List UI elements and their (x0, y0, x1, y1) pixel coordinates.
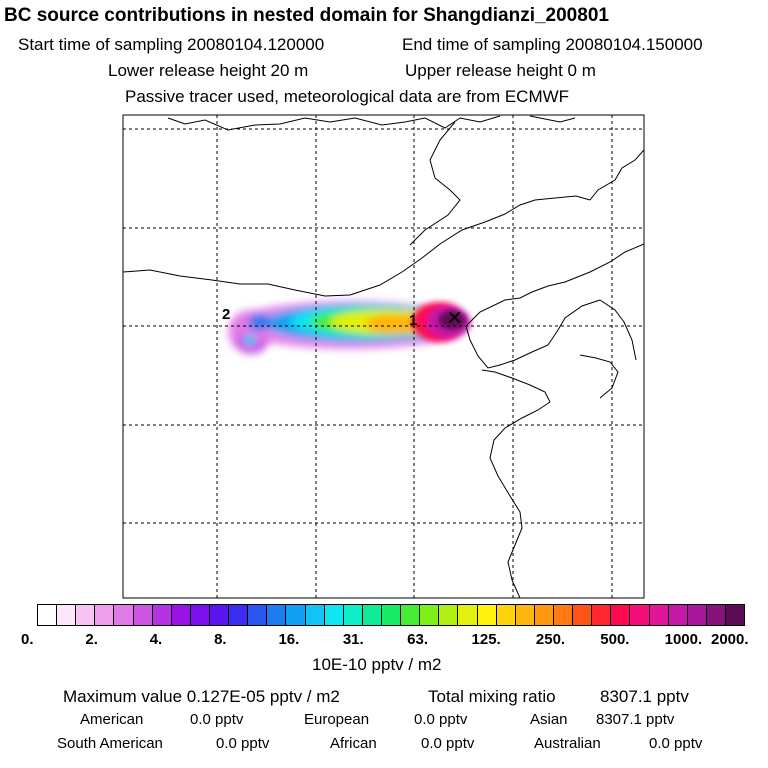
colorbar-tick-label: 63. (407, 631, 429, 648)
colorbar-units: 10E-10 pptv / m2 (312, 655, 442, 674)
asian-value: 8307.1 pptv (596, 711, 675, 728)
colorbar-segment (553, 605, 574, 625)
colorbar-segment (687, 605, 707, 625)
map-frame (122, 114, 645, 599)
colorbar-segment (95, 605, 115, 625)
colorbar-tick-label: 8. (214, 631, 227, 648)
coastline (123, 115, 644, 598)
african-value: 0.0 pptv (421, 735, 475, 752)
colorbar-segment (534, 605, 554, 625)
colorbar-segment (458, 605, 478, 625)
american-label: American (80, 711, 144, 728)
colorbar-tick-label: 31. (342, 631, 364, 648)
european-label: European (304, 711, 370, 728)
colorbar-segment (76, 605, 96, 625)
map-title: BC source contributions in nested domain… (4, 5, 609, 26)
plume-marker-1: 1 (409, 312, 417, 329)
lower-release-height-label: Lower release height 20 m (108, 61, 309, 80)
colorbar-tick-label: 250. (535, 631, 566, 648)
colorbar-segment (725, 605, 745, 625)
colorbar-segment (38, 605, 58, 625)
colorbar-segment (573, 605, 593, 625)
colorbar-tick-label: 2. (85, 631, 98, 648)
colorbar-segment (381, 605, 402, 625)
colorbar-tick-label: 125. (471, 631, 501, 648)
receptor-marker: × (447, 302, 462, 332)
colorbar-segment (630, 605, 650, 625)
african-label: African (330, 735, 377, 752)
australian-value: 0.0 pptv (649, 735, 703, 752)
colorbar-tick-label: 0. (21, 631, 34, 648)
colorbar-segment (209, 605, 230, 625)
colorbar-tick-label: 2000. (711, 631, 749, 648)
colorbar (37, 604, 745, 626)
tracer-note: Passive tracer used, meteorological data… (125, 87, 570, 106)
total-mixing-ratio-label: Total mixing ratio (428, 687, 556, 706)
colorbar-segment (668, 605, 688, 625)
maximum-value: Maximum value 0.127E-05 pptv / m2 (63, 687, 340, 706)
colorbar-segment (248, 605, 268, 625)
colorbar-segment (706, 605, 726, 625)
colorbar-segment (420, 605, 440, 625)
south-american-label: South American (57, 735, 163, 752)
colorbar-segment (171, 605, 191, 625)
colorbar-tick-label: 500. (600, 631, 630, 648)
colorbar-segment (190, 605, 210, 625)
start-time-label: Start time of sampling 20080104.120000 (18, 35, 325, 54)
colorbar-segment (133, 605, 153, 625)
colorbar-segment (649, 605, 669, 625)
colorbar-tick-label: 16. (278, 631, 300, 648)
colorbar-segment (477, 605, 497, 625)
plume-concentration (228, 301, 470, 354)
total-mixing-ratio-value: 8307.1 pptv (600, 687, 689, 706)
colorbar-segment (362, 605, 382, 625)
end-time-label: End time of sampling 20080104.150000 (402, 35, 703, 54)
colorbar-segment (343, 605, 363, 625)
colorbar-segment (57, 605, 77, 625)
american-value: 0.0 pptv (190, 711, 244, 728)
colorbar-segment (515, 605, 535, 625)
colorbar-segment (324, 605, 344, 625)
colorbar-segment (152, 605, 172, 625)
colorbar-segment (114, 605, 134, 625)
european-value: 0.0 pptv (414, 711, 468, 728)
colorbar-segment (267, 605, 287, 625)
colorbar-segment (286, 605, 306, 625)
plume-marker-2: 2 (222, 306, 230, 323)
colorbar-segment (229, 605, 249, 625)
colorbar-segment (439, 605, 459, 625)
colorbar-segment (592, 605, 612, 625)
asian-label: Asian (530, 711, 568, 728)
colorbar-segment (305, 605, 325, 625)
australian-label: Australian (534, 735, 601, 752)
colorbar-tick-label: 1000. (664, 631, 703, 648)
lat-lon-grid (123, 115, 644, 598)
colorbar-segment (496, 605, 516, 625)
colorbar-tick-label: 4. (149, 631, 163, 648)
colorbar-segment (401, 605, 421, 625)
colorbar-segment (611, 605, 631, 625)
upper-release-height-label: Upper release height 0 m (405, 61, 596, 80)
south-american-value: 0.0 pptv (216, 735, 270, 752)
